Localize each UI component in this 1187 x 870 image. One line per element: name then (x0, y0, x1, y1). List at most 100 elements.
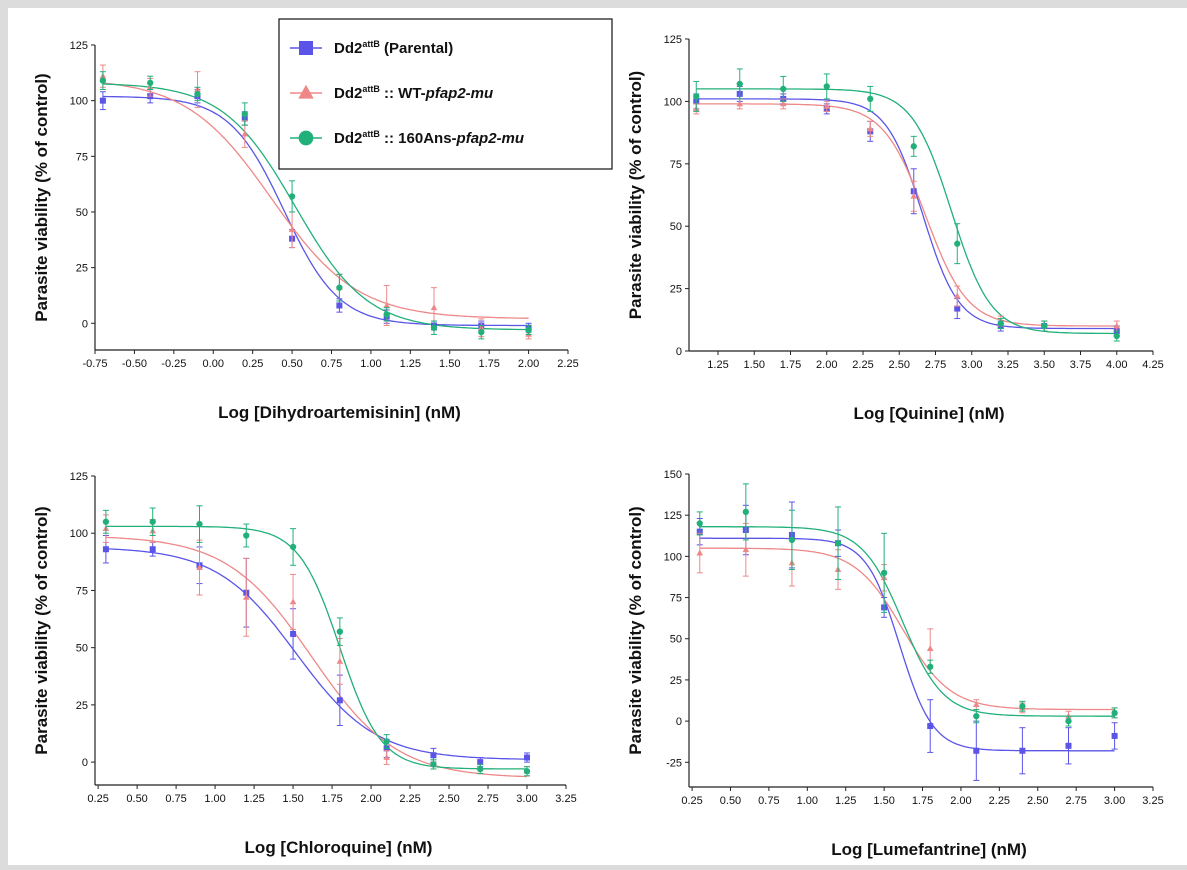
x-tick-label: 1.50 (873, 795, 894, 807)
x-tick-label: 2.25 (852, 359, 873, 371)
y-tick-label: 50 (670, 221, 682, 233)
chart-panel-4: 0.25 0.50 0.75 1.00 1.25 1.50 1.75 2.00 2.25 2.50… (626, 469, 1164, 859)
y-tick-label: 125 (664, 34, 682, 46)
data-point-ans160 (880, 569, 888, 576)
data-point-wt (742, 546, 750, 553)
data-point-parental (1019, 747, 1026, 754)
x-tick-label: 2.00 (360, 793, 381, 805)
x-tick-label: 2.50 (889, 359, 910, 371)
data-point-wt (383, 753, 390, 760)
data-point-wt (696, 549, 704, 556)
data-point-ans160 (383, 311, 390, 318)
y-tick-label: 100 (664, 96, 682, 108)
x-tick-label: 3.50 (1034, 359, 1055, 371)
x-tick-label: 1.25 (400, 358, 421, 370)
fit-curve-ans160 (699, 526, 1115, 717)
data-point-ans160 (736, 80, 743, 88)
y-tick-label: 150 (664, 469, 682, 481)
data-point-ans160 (430, 324, 438, 331)
fit-curve-wt (105, 536, 528, 778)
x-tick-label: 2.50 (438, 793, 459, 805)
data-point-parental (336, 302, 343, 309)
data-point-ans160 (1111, 709, 1118, 717)
legend-box (278, 18, 613, 170)
data-point-wt (953, 292, 961, 299)
data-point-parental (954, 305, 961, 312)
data-point-ans160 (243, 532, 250, 539)
x-tick-label: 1.75 (780, 359, 801, 371)
legend-label-ans160: Dd2attB :: 160Ans-pfap2-mu (334, 129, 524, 147)
legend-label-rest: (Parental) (380, 40, 453, 57)
data-point-parental (290, 630, 297, 637)
y-tick-label: 0 (82, 318, 88, 330)
y-tick-label: 50 (76, 643, 88, 655)
fit-curve-wt (699, 547, 1115, 711)
x-tick-label: 1.75 (321, 793, 342, 805)
data-point-wt (430, 304, 438, 311)
data-point-ans160 (997, 320, 1004, 327)
x-tick-label: 1.00 (797, 795, 818, 807)
x-tick-label: 2.75 (925, 359, 946, 371)
data-point-ans160 (336, 284, 343, 291)
y-axis-label: Parasite viability (% of control) (626, 506, 645, 754)
data-point-ans160 (99, 77, 107, 84)
data-point-ans160 (196, 520, 203, 528)
y-tick-label: 25 (670, 284, 682, 296)
data-point-wt (973, 701, 980, 708)
legend-label-italic: pfap2-mu (456, 130, 525, 147)
data-point-ans160 (693, 93, 700, 100)
data-point-ans160 (1019, 703, 1026, 710)
data-point-ans160 (696, 520, 703, 527)
x-tick-label: 0.75 (321, 358, 342, 370)
data-point-ans160 (102, 518, 110, 525)
y-tick-label: 0 (676, 716, 682, 728)
x-tick-label: 1.50 (282, 793, 303, 805)
data-point-wt (1113, 322, 1121, 329)
data-point-parental (336, 697, 343, 704)
legend: Dd2attB (Parental)Dd2attB :: WT-pfap2-mu… (278, 18, 613, 170)
x-tick-label: 0.25 (87, 793, 108, 805)
data-point-parental (477, 759, 484, 766)
data-point-ans160 (525, 326, 532, 334)
x-tick-label: 3.25 (997, 359, 1018, 371)
data-point-wt (736, 100, 744, 107)
data-point-parental (1065, 742, 1072, 749)
data-point-ans160 (478, 329, 485, 336)
data-point-ans160 (477, 765, 484, 773)
data-point-ans160 (523, 768, 531, 775)
x-tick-label: 0.50 (126, 793, 147, 805)
x-tick-label: 0.25 (681, 795, 702, 807)
data-point-parental (1111, 732, 1118, 739)
data-point-wt (289, 598, 297, 605)
y-tick-label: 100 (70, 96, 88, 108)
fit-curve-parental (105, 548, 528, 760)
data-point-ans160 (149, 518, 156, 525)
data-point-ans160 (1041, 322, 1048, 330)
data-point-ans160 (336, 628, 344, 635)
data-point-parental (927, 723, 934, 730)
legend-label-sup: attB (362, 129, 380, 139)
x-tick-label: 1.25 (243, 793, 264, 805)
fit-curve-wt (102, 82, 529, 319)
data-point-ans160 (780, 85, 787, 93)
legend-circle-marker (298, 130, 314, 146)
chart-panel-2: 1.25 1.50 1.75 2.00 2.25 2.50 2.75 3.00 3.25 3.50… (626, 34, 1164, 423)
data-point-wt (823, 102, 831, 109)
y-tick-label: 125 (664, 510, 682, 522)
data-point-ans160 (288, 193, 296, 200)
x-tick-label: 2.00 (950, 795, 971, 807)
data-point-wt (1065, 712, 1072, 719)
legend-label-italic: pfap2-mu (425, 85, 494, 102)
figure: -0.75 -0.50 -0.25 0.00 0.25 0.50 0.75 1.00 1.25 1… (8, 8, 1187, 865)
x-tick-label: 2.00 (816, 359, 837, 371)
y-tick-label: 125 (70, 471, 88, 483)
x-tick-label: 3.00 (961, 359, 982, 371)
data-point-parental (99, 97, 106, 104)
legend-label-parental: Dd2attB (Parental) (334, 39, 453, 57)
x-tick-label: 3.00 (516, 793, 537, 805)
x-tick-label: 0.00 (203, 358, 224, 370)
x-tick-label: 1.00 (360, 358, 381, 370)
x-tick-label: 1.75 (478, 358, 499, 370)
data-point-parental (973, 747, 980, 754)
y-tick-label: 100 (664, 551, 682, 563)
